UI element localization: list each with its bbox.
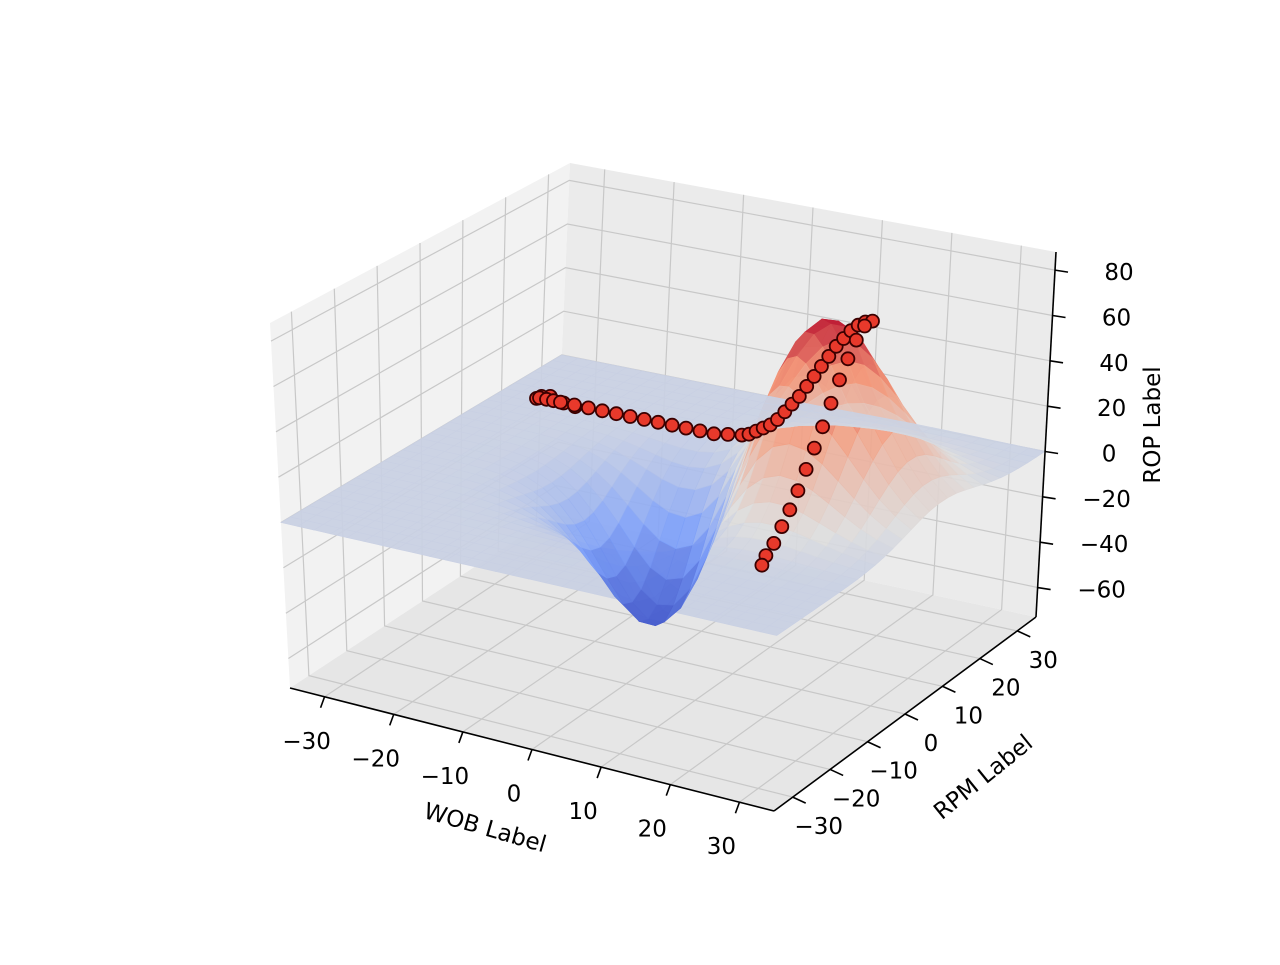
y-tick — [942, 685, 956, 694]
scatter-point — [636, 411, 652, 427]
gridline-y — [290, 311, 793, 798]
x-tick — [319, 696, 326, 709]
scatter-point — [567, 397, 582, 413]
z-axis-label: ROP Label — [1140, 366, 1166, 483]
z-tick — [1049, 360, 1064, 364]
gridline-z — [275, 266, 1051, 433]
y-tick-label: 20 — [991, 676, 1020, 702]
z-tick — [1052, 314, 1066, 319]
scatter-point — [622, 409, 638, 424]
z-tick-label: 40 — [1099, 351, 1128, 377]
scatter-point — [692, 423, 708, 439]
gridline-y — [459, 220, 943, 687]
y-tick-label: 30 — [1029, 648, 1058, 674]
scatter-point — [823, 395, 839, 411]
scatter-point — [857, 318, 872, 334]
scatter-point — [815, 419, 830, 435]
gridline-x — [739, 245, 1022, 803]
x-tick-label: 10 — [568, 799, 597, 825]
scatter-point — [821, 348, 837, 364]
scatter-point — [754, 557, 770, 573]
y-tick — [904, 713, 919, 721]
x-tick-label: 30 — [707, 834, 736, 860]
y-axis-label: RPM Label — [929, 730, 1038, 825]
z-tick — [1054, 269, 1069, 273]
gridline-x — [600, 220, 883, 768]
scatter-point — [806, 368, 822, 384]
scatter-point — [608, 406, 624, 422]
gridline-x — [669, 232, 953, 786]
x-tick — [388, 714, 395, 726]
scatter-point — [790, 483, 806, 499]
axis-lines — [289, 251, 1069, 814]
x-tick — [665, 784, 672, 796]
scatter-point — [791, 388, 807, 404]
gridline-y — [333, 288, 831, 770]
gridline-z — [270, 179, 1056, 342]
scatter-point — [782, 502, 798, 518]
x-tick — [596, 766, 602, 779]
y-tick — [1016, 630, 1031, 638]
z-tick-label: 60 — [1102, 306, 1131, 332]
y-tick-label: −20 — [832, 786, 881, 812]
y-tick-label: −30 — [794, 814, 843, 840]
x-axis-label: WOB Label — [421, 798, 549, 858]
scatter-point — [840, 351, 856, 367]
z-tick-label: 0 — [1102, 442, 1117, 468]
scatter-point — [553, 394, 568, 410]
y-tick-label: 0 — [924, 731, 939, 757]
scatter-point — [594, 403, 610, 419]
z-tick-label: 80 — [1104, 260, 1133, 286]
scatter-point — [720, 426, 736, 442]
z-tick-label: −20 — [1082, 487, 1131, 513]
x-tick-label: 0 — [507, 782, 522, 808]
gridline-y — [419, 242, 906, 715]
x-tick-label: −30 — [282, 729, 331, 755]
z-tick — [1042, 496, 1056, 500]
scatter-point — [848, 332, 864, 348]
y-tick — [829, 768, 844, 777]
z-tick — [1037, 586, 1051, 591]
pane-left — [270, 163, 570, 688]
scatter-point — [799, 378, 815, 394]
scatter-point — [774, 519, 790, 534]
x-tick-label: 20 — [638, 817, 667, 843]
surface-patch — [551, 354, 579, 365]
y-tick — [792, 796, 807, 804]
z-tick-label: 20 — [1097, 396, 1126, 422]
z-tick-label: −40 — [1080, 532, 1129, 558]
gridline-z — [278, 310, 1048, 478]
x-tick — [458, 731, 464, 744]
scatter-point — [664, 417, 680, 433]
z-tick — [1047, 405, 1061, 409]
scatter-point — [766, 536, 782, 551]
x-tick-label: −20 — [351, 746, 400, 772]
x-tick — [527, 749, 533, 761]
surface-mesh — [280, 318, 1046, 636]
scatter-point — [581, 400, 596, 416]
scatter-point — [798, 461, 814, 477]
y-tick — [867, 740, 881, 749]
gridline-z — [273, 223, 1053, 388]
y-tick-label: 10 — [954, 703, 983, 729]
scatter-point — [650, 414, 666, 430]
y-tick-label: −10 — [869, 759, 918, 785]
scatter-point — [806, 440, 822, 456]
gridline-y — [376, 265, 868, 743]
scatter-point — [814, 358, 829, 374]
scatter-point — [678, 420, 694, 436]
x-tick — [734, 801, 741, 814]
z-tick-label: −60 — [1077, 578, 1126, 604]
z-axis-line — [1035, 251, 1057, 618]
y-tick — [979, 657, 994, 666]
x-tick-label: −10 — [421, 764, 470, 790]
z-tick — [1044, 450, 1059, 455]
tick-labels: −30−20−100102030−30−20−100102030−60−40−2… — [282, 260, 1133, 860]
scatter-point — [832, 372, 847, 388]
scatter-point — [706, 426, 722, 442]
z-tick — [1039, 541, 1054, 545]
scatter-points — [529, 313, 880, 573]
